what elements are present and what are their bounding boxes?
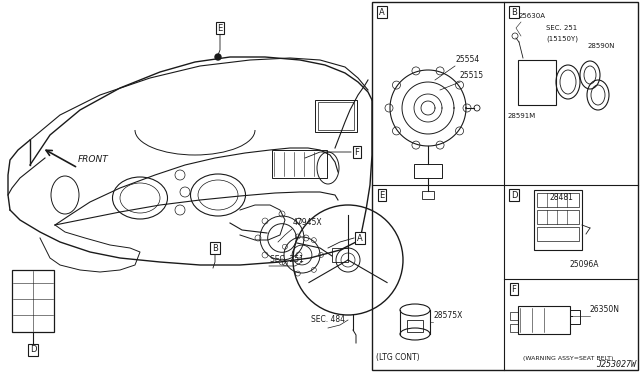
Text: 25515: 25515: [460, 71, 484, 80]
Text: SEC. 251: SEC. 251: [270, 255, 304, 264]
Text: (WARNING ASSY=SEAT BELT): (WARNING ASSY=SEAT BELT): [523, 356, 613, 361]
Text: FRONT: FRONT: [78, 155, 109, 164]
Text: 28481: 28481: [550, 193, 574, 202]
Text: E: E: [380, 190, 385, 199]
Text: 28590N: 28590N: [588, 43, 616, 49]
Text: B: B: [212, 244, 218, 253]
Text: 28591M: 28591M: [508, 113, 536, 119]
Text: A: A: [357, 234, 363, 243]
Bar: [332, 248, 348, 262]
Bar: [407, 320, 423, 332]
Text: E: E: [218, 23, 223, 32]
Bar: [318, 102, 354, 130]
Text: 47945X: 47945X: [293, 218, 323, 227]
Bar: [537, 227, 579, 241]
Bar: [414, 164, 442, 178]
Bar: [537, 193, 579, 207]
Bar: [12, 270, 54, 332]
Bar: [518, 60, 556, 105]
Text: 25096A: 25096A: [570, 260, 600, 269]
Bar: [372, 2, 638, 370]
Bar: [534, 190, 582, 250]
Bar: [422, 191, 434, 199]
Text: 26350N: 26350N: [590, 305, 620, 314]
Text: F: F: [355, 148, 360, 157]
Bar: [315, 100, 357, 132]
Bar: [537, 210, 579, 224]
Text: SEC. 251: SEC. 251: [546, 25, 577, 31]
Bar: [570, 310, 580, 324]
Text: B: B: [511, 7, 517, 16]
Bar: [518, 306, 570, 334]
Text: 25554: 25554: [455, 55, 479, 64]
Text: SEC. 484: SEC. 484: [311, 315, 345, 324]
Bar: [510, 312, 518, 320]
Text: 25630A: 25630A: [519, 13, 546, 19]
Text: 28575X: 28575X: [433, 311, 462, 320]
Text: J253027W: J253027W: [596, 360, 636, 369]
Text: F: F: [511, 285, 516, 294]
Text: (LTG CONT): (LTG CONT): [376, 353, 420, 362]
Text: D: D: [29, 346, 36, 355]
Bar: [510, 324, 518, 332]
Text: (15150Y): (15150Y): [546, 35, 578, 42]
Circle shape: [215, 54, 221, 60]
Bar: [272, 150, 327, 178]
Text: A: A: [379, 7, 385, 16]
Text: D: D: [511, 190, 517, 199]
